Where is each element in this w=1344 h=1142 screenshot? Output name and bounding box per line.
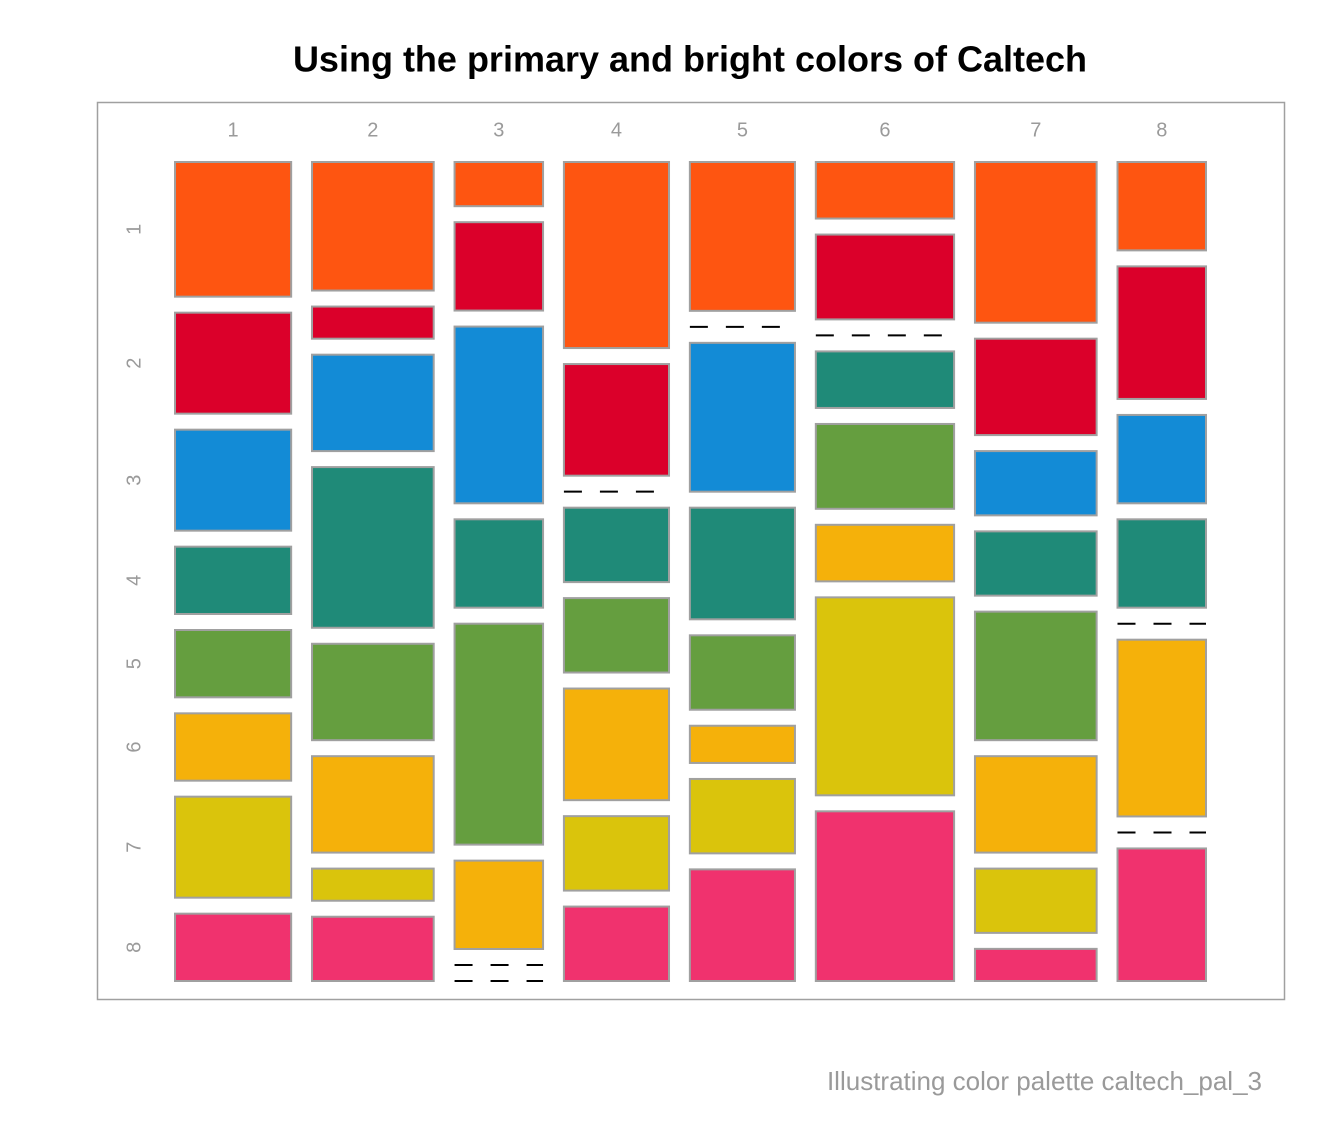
- tile: [562, 687, 671, 802]
- tile: [311, 353, 435, 453]
- tile: [1116, 265, 1207, 400]
- tile: [311, 755, 435, 854]
- row-label: 5: [123, 658, 145, 669]
- tile: [453, 161, 545, 208]
- row-label: 6: [123, 741, 145, 752]
- row-label: 4: [123, 575, 145, 586]
- tile: [814, 422, 956, 510]
- column-label: 4: [611, 119, 622, 141]
- row-label: 7: [123, 842, 145, 853]
- tile: [562, 815, 671, 892]
- column-label: 8: [1156, 119, 1167, 141]
- tile: [311, 305, 435, 340]
- column-label: 6: [879, 119, 890, 141]
- tile: [973, 947, 1098, 983]
- caption: Illustrating color palette caltech_pal_3: [827, 1066, 1262, 1096]
- tile: [562, 597, 671, 674]
- tile: [562, 905, 671, 982]
- row-label: 1: [123, 224, 145, 235]
- tile: [174, 912, 293, 983]
- tile: [973, 867, 1098, 934]
- tile: [1116, 161, 1207, 252]
- tile: [1116, 518, 1207, 609]
- tile: [174, 629, 293, 699]
- column-label: 7: [1030, 119, 1041, 141]
- tile: [814, 161, 956, 220]
- tile: [174, 795, 293, 899]
- tile: [973, 337, 1098, 437]
- column-label: 1: [228, 119, 239, 141]
- plot-frame: [96, 101, 1286, 1001]
- tile: [562, 506, 671, 584]
- tile: [688, 161, 796, 312]
- tile: [174, 428, 293, 532]
- tile: [453, 325, 545, 505]
- tile: [973, 450, 1098, 517]
- tile: [311, 466, 435, 629]
- tile: [814, 523, 956, 583]
- tile: [311, 867, 435, 902]
- tile: [973, 161, 1098, 324]
- tile: [688, 868, 796, 982]
- tile: [1116, 413, 1207, 505]
- tile: [814, 810, 956, 982]
- tile: [453, 859, 545, 950]
- tile: [688, 506, 796, 621]
- tile: [973, 530, 1098, 597]
- tile: [688, 341, 796, 493]
- tile: [311, 642, 435, 742]
- tile: [562, 161, 671, 350]
- tile: [174, 161, 293, 298]
- tile: [814, 350, 956, 409]
- tile: [1116, 847, 1207, 982]
- row-label: 3: [123, 475, 145, 486]
- row-label: 2: [123, 358, 145, 369]
- tile: [174, 712, 293, 782]
- tile: [973, 610, 1098, 742]
- tile: [688, 634, 796, 711]
- tile: [814, 596, 956, 797]
- tile: [453, 221, 545, 312]
- row-label: 8: [123, 942, 145, 953]
- column-label: 5: [737, 119, 748, 141]
- column-label: 2: [367, 119, 378, 141]
- tile: [311, 161, 435, 292]
- tile: [814, 233, 956, 321]
- tile: [973, 755, 1098, 854]
- chart-title: Using the primary and bright colors of C…: [293, 39, 1087, 80]
- tile: [688, 724, 796, 764]
- column-label: 3: [493, 119, 504, 141]
- tile: [453, 518, 545, 609]
- tile: [688, 777, 796, 855]
- tile: [562, 363, 671, 477]
- tile: [174, 311, 293, 415]
- tile: [453, 622, 545, 846]
- tile: [174, 545, 293, 616]
- tile: [311, 915, 435, 983]
- tile: [1116, 638, 1207, 818]
